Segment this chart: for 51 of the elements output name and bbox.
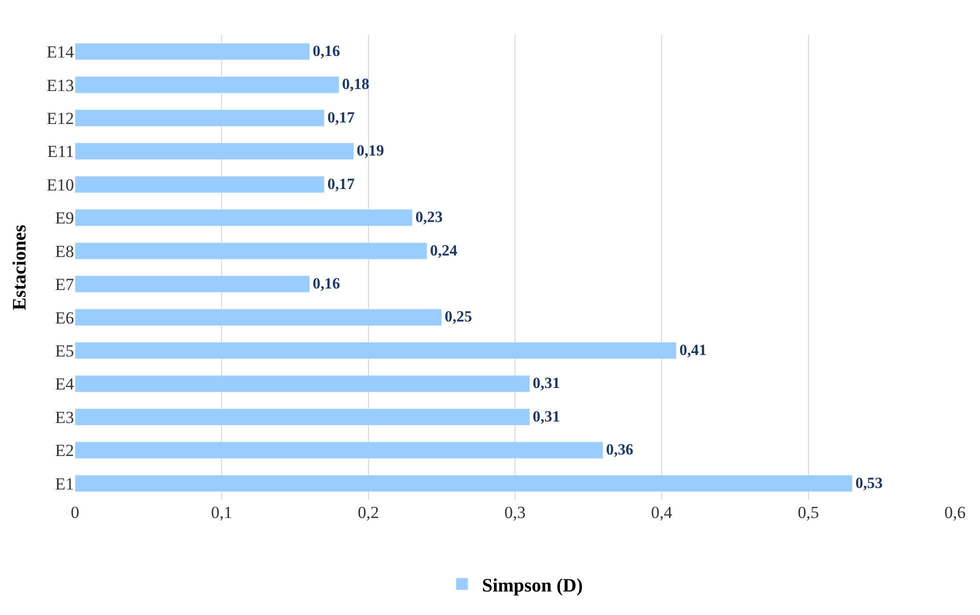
bar [75, 242, 428, 260]
y-tick-label: E8 [55, 242, 74, 261]
bar [75, 474, 853, 492]
data-label: 0,18 [342, 76, 370, 94]
y-tick-label: E6 [55, 308, 74, 328]
bar [75, 109, 325, 127]
data-label: 0,36 [606, 442, 634, 459]
y-axis-title: Estaciones [9, 224, 30, 310]
y-tick-label: E4 [55, 374, 74, 394]
x-tick-label: 0,1 [211, 503, 232, 522]
bar [75, 76, 340, 94]
data-label: 0,19 [356, 142, 384, 160]
y-tick-label: E13 [46, 76, 74, 95]
y-tick-label: E1 [55, 474, 74, 494]
data-label: 0,17 [327, 176, 355, 193]
bar [75, 43, 310, 60]
bar [75, 342, 677, 360]
x-tick-label: 0,3 [504, 503, 526, 522]
bar [75, 408, 530, 426]
data-label: 0,16 [312, 276, 340, 292]
bar [75, 442, 604, 459]
x-tick-label: 0 [70, 503, 80, 522]
y-tick-label: E14 [46, 42, 74, 62]
data-label: 0,16 [312, 43, 340, 60]
y-tick-label: E12 [46, 108, 74, 128]
data-label: 0,31 [532, 408, 560, 426]
y-tick-label: E5 [55, 341, 74, 360]
legend-label: Simpson (D) [482, 575, 583, 596]
data-label: 0,31 [532, 375, 560, 392]
data-label: 0,25 [444, 308, 472, 326]
bar [75, 375, 530, 392]
y-tick-label: E2 [55, 441, 74, 460]
x-tick-label: 0,5 [798, 503, 819, 522]
bar [75, 209, 413, 226]
y-tick-label: E7 [55, 275, 74, 294]
y-tick-label: E9 [55, 208, 74, 228]
bar [75, 276, 310, 293]
data-label: 0,24 [430, 242, 458, 260]
data-label: 0,41 [679, 342, 707, 359]
data-label: 0,17 [327, 109, 355, 126]
y-tick-label: E11 [47, 142, 74, 162]
y-tick-label: E3 [55, 408, 74, 427]
data-label: 0,23 [415, 209, 443, 226]
x-tick-label: 0,2 [358, 503, 379, 522]
x-tick-label: 0,4 [651, 503, 673, 522]
bar [75, 176, 325, 194]
x-tick-label: 0,6 [944, 503, 966, 522]
bar [75, 308, 442, 326]
data-label: 0,53 [855, 474, 883, 492]
y-tick-label: E10 [46, 175, 74, 194]
bar [75, 142, 354, 160]
